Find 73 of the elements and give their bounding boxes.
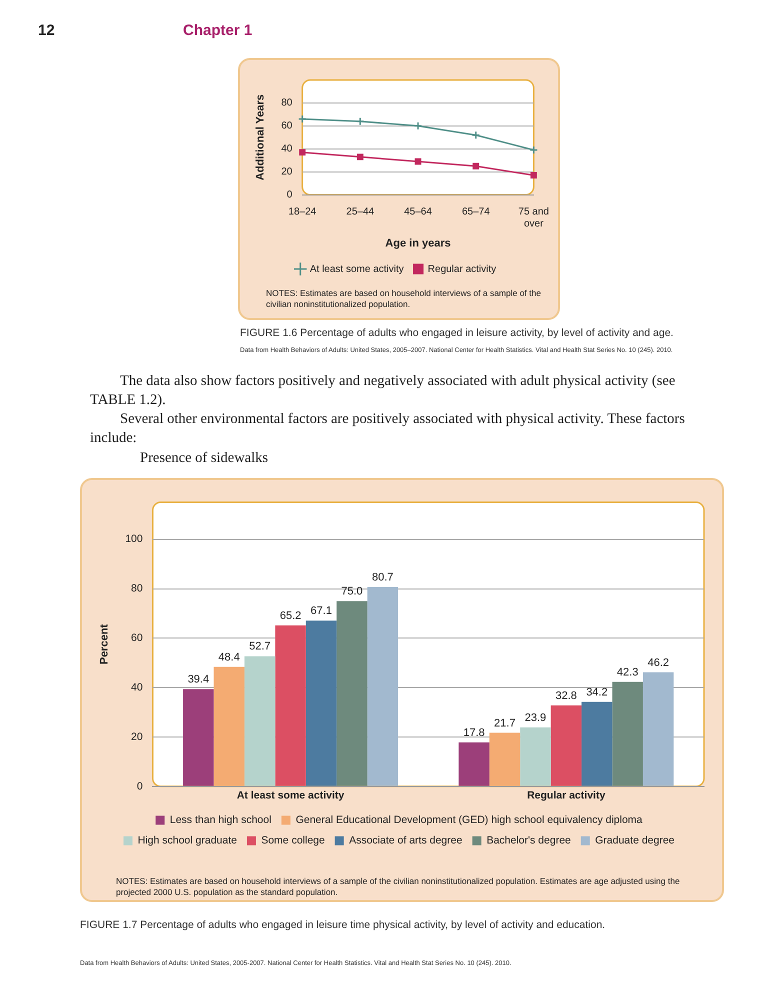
data-label: 46.2 xyxy=(648,656,670,669)
legend-label: Regular activity xyxy=(428,264,496,275)
bar xyxy=(550,705,582,786)
caption: FIGURE 1.6 Percentage of adults who engaged in leisure activity, by level of activity and age. xyxy=(240,326,674,340)
bar xyxy=(520,727,551,786)
text: Presence of sidewalks xyxy=(140,449,268,468)
bar xyxy=(214,666,244,786)
data-label: 67.1 xyxy=(310,605,332,618)
text: NOTES: Estimates are based on household interviews of a sample of the civilian noninstitutionalized population. Estimates are age adjusted using the projected 2000 U.S. population as the standard population. xyxy=(116,876,681,898)
legend-label: Associate of arts degree xyxy=(349,834,462,847)
x-tick-label: 45–64 xyxy=(404,206,432,218)
text: Several other environmental factors are positively associated with physical activity. These factors include: xyxy=(90,410,686,448)
data-label: 65.2 xyxy=(280,610,302,622)
point xyxy=(472,130,480,140)
legend-label: Some college xyxy=(261,834,325,847)
data-label: 80.7 xyxy=(372,572,394,584)
legend-label: Less than high school xyxy=(170,814,272,826)
point xyxy=(414,122,422,130)
y-tick-label: 0 xyxy=(136,780,143,792)
y-axis-title: Percent xyxy=(98,624,111,665)
point xyxy=(414,158,422,165)
legend-label: High school graduate xyxy=(138,834,238,847)
legend-label: Bachelor's degree xyxy=(486,834,572,847)
y-tick-label: 20 xyxy=(131,730,143,743)
y-tick-label: 80 xyxy=(131,582,143,595)
bar xyxy=(336,601,368,786)
x-tick-label: 65–74 xyxy=(462,206,490,218)
legend-label: Graduate degree xyxy=(595,834,675,847)
bar xyxy=(612,682,643,786)
data-label: 52.7 xyxy=(249,640,271,653)
data-label: 21.7 xyxy=(494,717,516,730)
data-label: 42.3 xyxy=(616,666,638,678)
data-label: 34.2 xyxy=(586,686,608,698)
y-tick-label: 100 xyxy=(125,533,143,546)
legend-label: At least some activity xyxy=(310,264,404,275)
bar xyxy=(458,742,490,786)
x-tick-label: 75 and over xyxy=(518,206,550,230)
point xyxy=(356,117,364,126)
x-axis-title: Age in years xyxy=(385,237,451,250)
y-tick-label: 60 xyxy=(281,120,293,132)
text: Chapter 1 xyxy=(183,22,252,39)
data-label: 39.4 xyxy=(188,674,210,686)
text: 12 xyxy=(38,22,55,39)
point xyxy=(299,149,306,156)
y-tick-label: 80 xyxy=(281,98,293,109)
x-tick-label: 18–24 xyxy=(288,206,317,218)
y-tick-label: 40 xyxy=(281,144,293,155)
point xyxy=(472,162,480,170)
bar xyxy=(275,625,306,786)
bar xyxy=(582,702,612,786)
caption: FIGURE 1.7 Percentage of adults who engaged in leisure time physical activity, by level of activity and education. xyxy=(80,918,606,932)
bar xyxy=(367,587,398,786)
text: The data also show factors positively and negatively associated with adult physical activity (see TABLE 1.2). xyxy=(90,372,676,410)
y-tick-label: 20 xyxy=(281,166,293,178)
x-tick-label: 25–44 xyxy=(346,206,375,218)
bar xyxy=(244,656,276,786)
data-label: 32.8 xyxy=(555,690,577,702)
data-label: 17.8 xyxy=(463,726,485,739)
y-tick-label: 60 xyxy=(131,632,143,644)
bar xyxy=(489,732,520,786)
bar xyxy=(183,689,214,786)
y-axis-title: Additional Years xyxy=(254,94,267,180)
bar xyxy=(306,620,337,786)
data-label: 75.0 xyxy=(341,586,363,598)
point xyxy=(356,154,364,160)
legend-label: General Educational Development (GED) high school equivalency diploma xyxy=(296,814,643,826)
point xyxy=(530,172,537,179)
y-tick-label: 40 xyxy=(131,681,143,694)
text: NOTES: Estimates are based on household interviews of a sample of the civilian noninstitutionalized population. xyxy=(266,288,542,310)
bar xyxy=(642,672,674,786)
data-label: 48.4 xyxy=(218,651,240,664)
data-label: 23.9 xyxy=(524,712,546,724)
y-tick-label: 0 xyxy=(286,190,293,201)
